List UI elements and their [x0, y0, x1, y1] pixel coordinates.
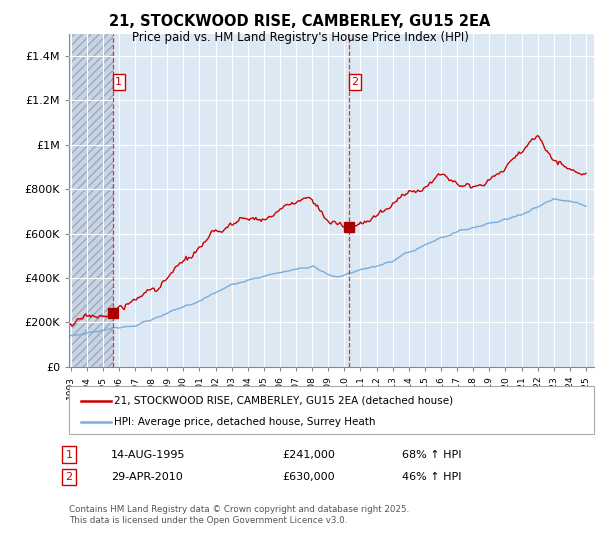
Text: 1: 1	[115, 77, 122, 87]
Text: 21, STOCKWOOD RISE, CAMBERLEY, GU15 2EA: 21, STOCKWOOD RISE, CAMBERLEY, GU15 2EA	[109, 14, 491, 29]
Bar	[71, 34, 113, 367]
Text: 14-AUG-1995: 14-AUG-1995	[111, 450, 185, 460]
Text: Contains HM Land Registry data © Crown copyright and database right 2025.
This d: Contains HM Land Registry data © Crown c…	[69, 505, 409, 525]
Text: £630,000: £630,000	[282, 472, 335, 482]
Text: 29-APR-2010: 29-APR-2010	[111, 472, 183, 482]
Text: HPI: Average price, detached house, Surrey Heath: HPI: Average price, detached house, Surr…	[114, 417, 376, 427]
Text: £241,000: £241,000	[282, 450, 335, 460]
Text: 1: 1	[65, 450, 73, 460]
Text: 2: 2	[352, 77, 359, 87]
Text: 21, STOCKWOOD RISE, CAMBERLEY, GU15 2EA (detached house): 21, STOCKWOOD RISE, CAMBERLEY, GU15 2EA …	[114, 396, 453, 405]
Text: 68% ↑ HPI: 68% ↑ HPI	[402, 450, 461, 460]
Text: 2: 2	[65, 472, 73, 482]
Text: 46% ↑ HPI: 46% ↑ HPI	[402, 472, 461, 482]
Text: Price paid vs. HM Land Registry's House Price Index (HPI): Price paid vs. HM Land Registry's House …	[131, 31, 469, 44]
